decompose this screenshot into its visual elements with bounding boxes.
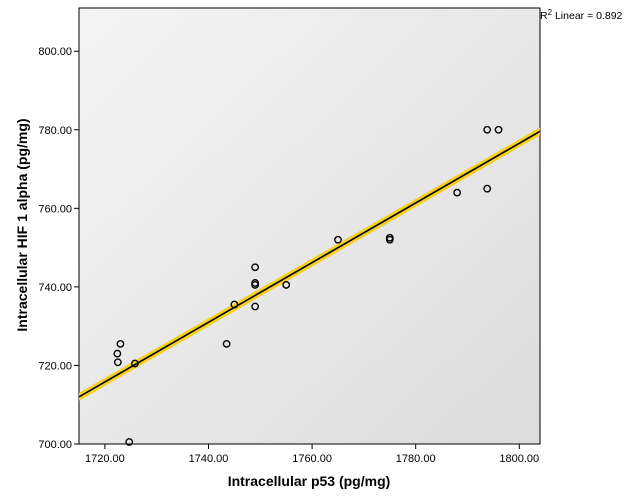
y-tick-label: 800.00: [38, 46, 72, 58]
y-tick-label: 740.00: [38, 282, 72, 294]
data-points: [113, 125, 503, 446]
data-point: [251, 263, 260, 272]
y-tick-label: 720.00: [38, 360, 72, 372]
data-point: [251, 302, 260, 311]
data-point: [483, 125, 492, 134]
data-point: [222, 339, 231, 348]
r2-linear-label: R2 Linear = 0.892: [540, 8, 623, 22]
data-point: [483, 184, 492, 193]
data-point: [334, 235, 342, 244]
fit-line: [79, 130, 540, 398]
data-point: [116, 339, 125, 348]
data-point: [385, 235, 394, 244]
data-point: [113, 358, 122, 367]
x-axis-ticks: 1720.00 1740.00 1760.00 1780.00 1800.00: [85, 444, 539, 465]
data-point: [230, 300, 239, 309]
y-tick-label: 780.00: [38, 125, 72, 137]
plot-area: [78, 7, 541, 445]
data-point: [453, 188, 462, 197]
r2-symbol: R: [540, 10, 548, 22]
x-tick-label: 1720.00: [85, 453, 125, 465]
data-point: [251, 281, 260, 289]
y-tick-label: 700.00: [38, 439, 72, 451]
x-tick-label: 1740.00: [189, 453, 229, 465]
x-tick-label: 1760.00: [292, 453, 332, 465]
y-axis-ticks: 700.00 720.00 740.00 760.00 780.00 800.00: [38, 46, 79, 451]
y-tick-label: 760.00: [38, 203, 72, 215]
x-tick-label: 1780.00: [396, 453, 436, 465]
data-point: [282, 281, 291, 289]
x-tick-label: 1800.00: [499, 453, 539, 465]
fit-line-group: [79, 127, 540, 401]
x-axis-title: Intracellular p53 (pg/mg): [228, 473, 391, 489]
data-point: [494, 125, 503, 134]
data-point: [131, 359, 139, 368]
y-axis-title: Intracellular HIF 1 alpha (pg/mg): [14, 118, 30, 331]
data-point: [113, 349, 122, 358]
r2-value: Linear = 0.892: [552, 10, 623, 22]
data-point: [125, 438, 134, 446]
r2-superscript: 2: [548, 8, 553, 17]
